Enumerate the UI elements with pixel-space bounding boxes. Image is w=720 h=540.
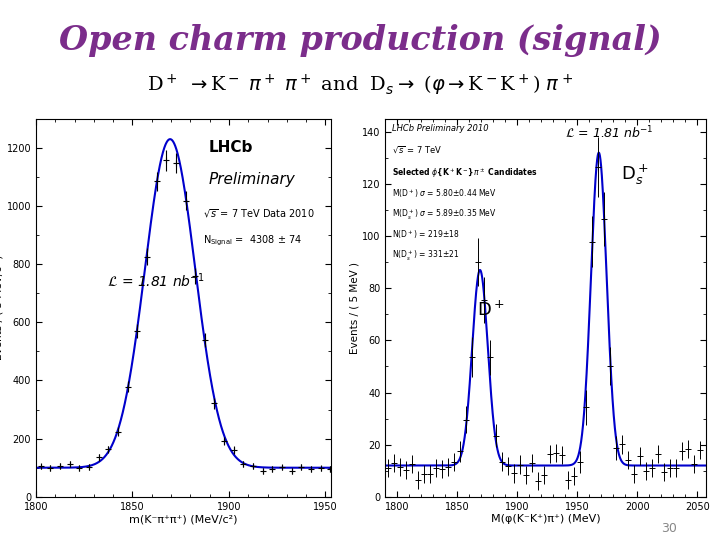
Text: $\mathcal{L}$ = 1.81 nb$^{-1}$: $\mathcal{L}$ = 1.81 nb$^{-1}$ [564,125,653,141]
Text: D$^+$ $\rightarrow$K$^-$ $\pi^+$ $\pi^+$ and  D$_s$$\rightarrow$ ($\varphi$$\rig: D$^+$ $\rightarrow$K$^-$ $\pi^+$ $\pi^+$… [147,73,573,98]
Text: M(D$^+$) $\sigma$ = 5.80$\pm$0.44 MeV: M(D$^+$) $\sigma$ = 5.80$\pm$0.44 MeV [392,187,496,200]
Text: N(D$^+$) = 219$\pm$18: N(D$^+$) = 219$\pm$18 [392,228,459,241]
Text: 30: 30 [661,522,677,535]
Y-axis label: Events / ( 5 MeV/c² ): Events / ( 5 MeV/c² ) [0,255,4,361]
Text: D$^+$: D$^+$ [477,300,504,319]
Text: Open charm production (signal): Open charm production (signal) [59,24,661,57]
Text: LHCb Preliminary 2010: LHCb Preliminary 2010 [392,125,488,133]
Text: $\sqrt{s}$ = 7 TeV: $\sqrt{s}$ = 7 TeV [392,145,441,156]
Text: M(D$_s^+$) $\sigma$ = 5.89$\pm$0.35 MeV: M(D$_s^+$) $\sigma$ = 5.89$\pm$0.35 MeV [392,208,496,222]
Text: $\sqrt{s}$ = 7 TeV Data 2010: $\sqrt{s}$ = 7 TeV Data 2010 [203,208,315,220]
X-axis label: m(K⁻π⁺π⁺) (MeV/c²): m(K⁻π⁺π⁺) (MeV/c²) [130,515,238,524]
Text: $\mathcal{L}$ = 1.81 nb$^{-1}$: $\mathcal{L}$ = 1.81 nb$^{-1}$ [107,272,205,291]
X-axis label: M(φ(K⁻K⁺)π⁺) (MeV): M(φ(K⁻K⁺)π⁺) (MeV) [490,515,600,524]
Y-axis label: Events / ( 5 MeV ): Events / ( 5 MeV ) [349,262,359,354]
Text: N$_{\rm Signal}$ =  4308 $\pm$ 74: N$_{\rm Signal}$ = 4308 $\pm$ 74 [203,234,302,248]
Text: D$^+_s$: D$^+_s$ [621,163,649,187]
Text: LHCb: LHCb [209,140,253,154]
Text: N(D$_s^+$) = 331$\pm$21: N(D$_s^+$) = 331$\pm$21 [392,249,459,264]
Text: Preliminary: Preliminary [209,172,295,187]
Text: Selected $\phi${K$^+$K$^-$}$\pi^\pm$ Candidates: Selected $\phi${K$^+$K$^-$}$\pi^\pm$ Can… [392,166,537,180]
